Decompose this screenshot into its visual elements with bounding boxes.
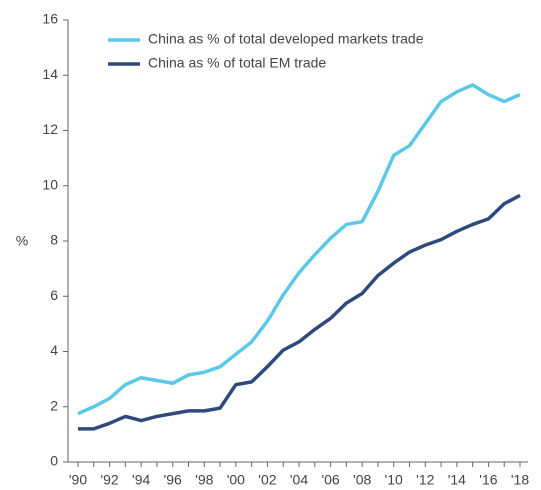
y-tick-label: 12: [42, 121, 58, 137]
y-tick-label: 0: [50, 453, 58, 469]
x-tick-label: '16: [479, 472, 497, 488]
x-tick-label: '90: [69, 472, 87, 488]
x-tick-label: '06: [321, 472, 339, 488]
y-tick-label: 16: [42, 11, 58, 27]
y-axis-label: %: [16, 233, 28, 249]
x-tick-label: '02: [258, 472, 276, 488]
legend-label: China as % of total developed markets tr…: [148, 31, 424, 47]
legend-label: China as % of total EM trade: [148, 55, 326, 71]
x-tick-label: '08: [353, 472, 371, 488]
y-tick-label: 4: [50, 342, 58, 358]
x-tick-label: '14: [448, 472, 466, 488]
y-tick-label: 2: [50, 397, 58, 413]
y-tick-label: 14: [42, 66, 58, 82]
x-tick-label: '98: [195, 472, 213, 488]
x-tick-label: '00: [227, 472, 245, 488]
x-tick-label: '10: [385, 472, 403, 488]
x-tick-label: '18: [511, 472, 529, 488]
y-tick-label: 6: [50, 287, 58, 303]
x-tick-label: '12: [416, 472, 434, 488]
x-tick-label: '04: [290, 472, 308, 488]
y-tick-label: 8: [50, 232, 58, 248]
x-tick-label: '92: [100, 472, 118, 488]
series-line: [77, 83, 521, 416]
y-tick-label: 10: [42, 176, 58, 192]
x-tick-label: '94: [132, 472, 150, 488]
x-tick-label: '96: [164, 472, 182, 488]
series-line: [78, 193, 521, 431]
